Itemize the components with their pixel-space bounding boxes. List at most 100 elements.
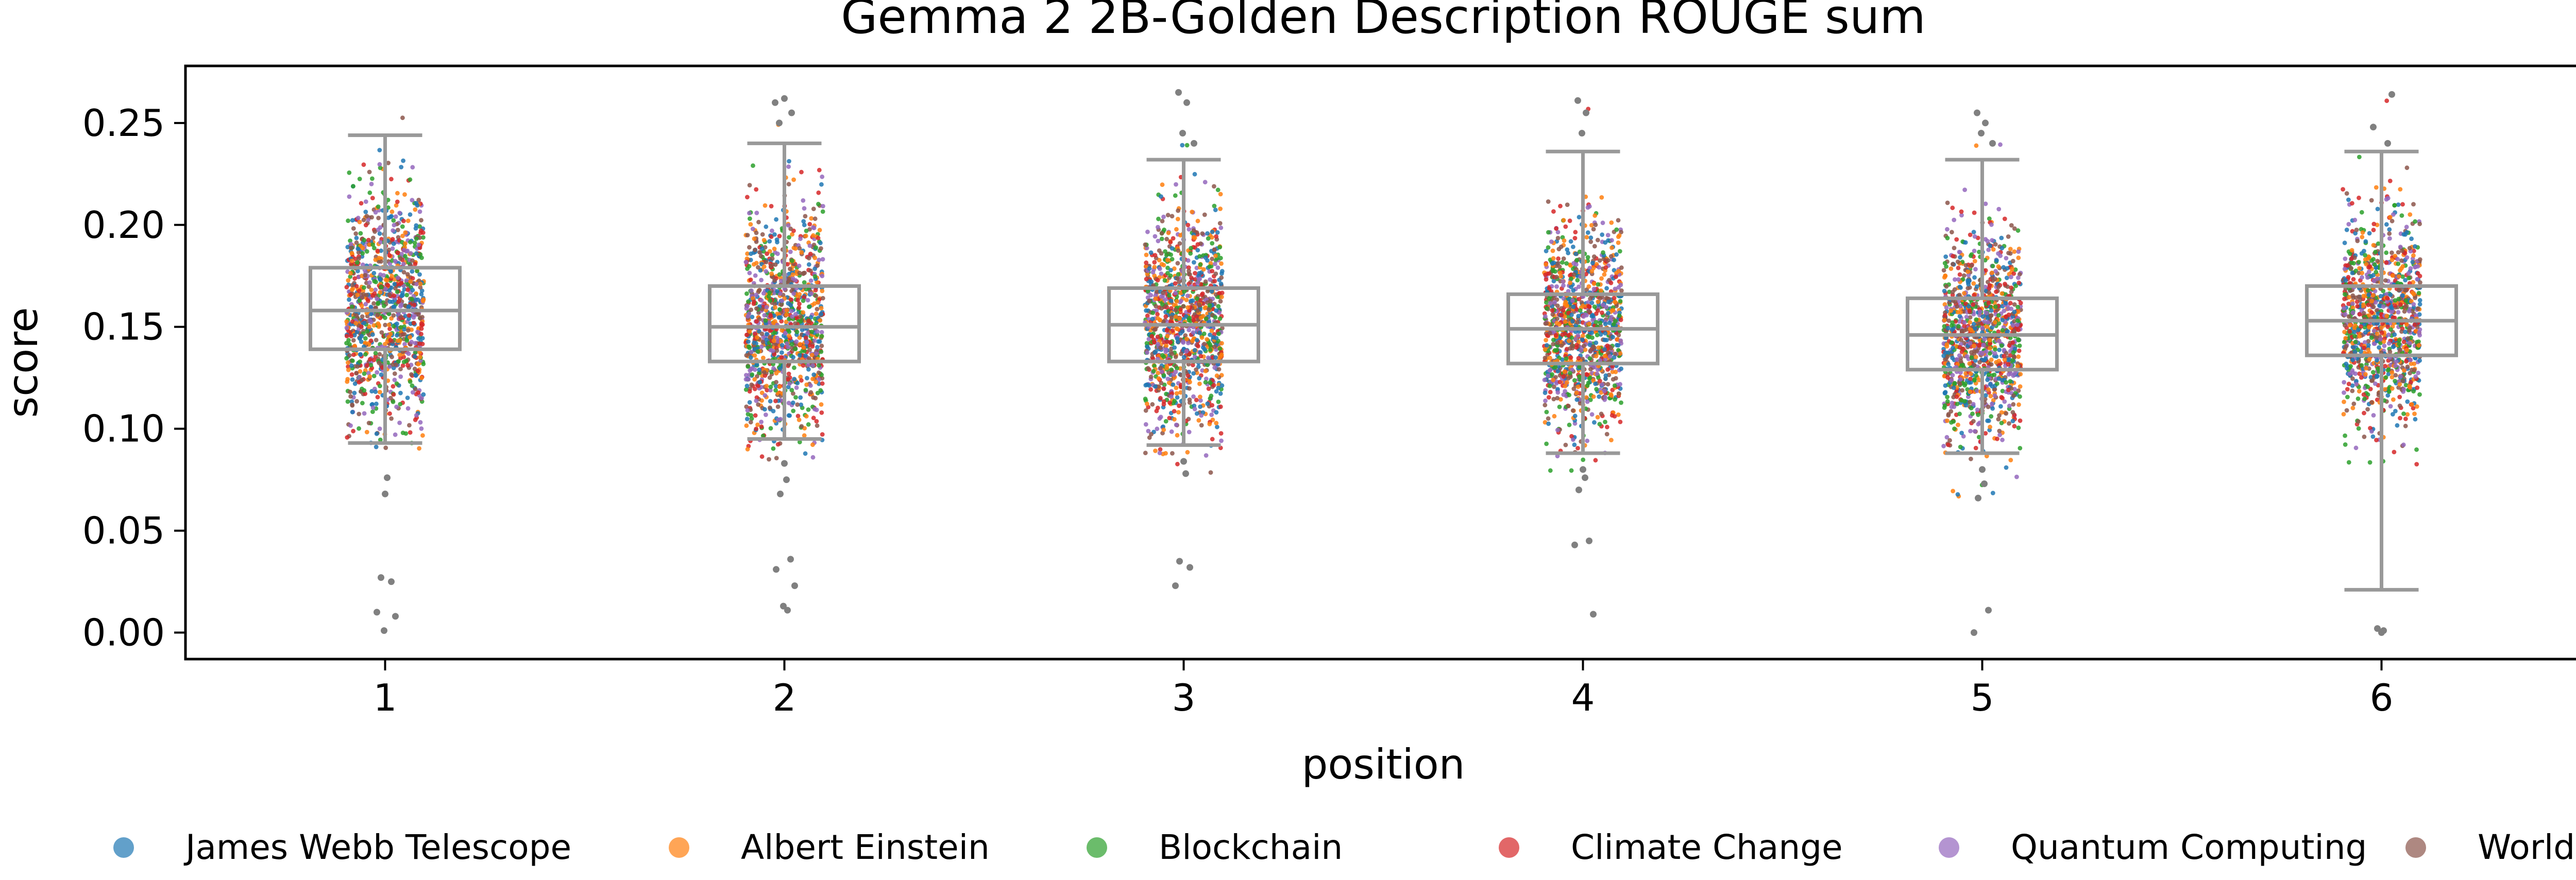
strip-point [804, 382, 809, 387]
strip-point [1967, 361, 1972, 366]
strip-point [819, 182, 824, 187]
strip-point [1209, 329, 1214, 333]
strip-point [1192, 171, 1197, 177]
strip-point [1551, 260, 1556, 265]
strip-point [408, 177, 413, 182]
strip-point [1581, 333, 1585, 338]
strip-point [383, 277, 388, 282]
strip-point [1148, 374, 1154, 379]
strip-point [379, 248, 383, 253]
strip-point [791, 291, 796, 296]
strip-point [358, 359, 363, 364]
strip-point [351, 428, 355, 434]
strip-point [349, 258, 354, 263]
strip-point [814, 379, 819, 385]
strip-point [761, 291, 766, 296]
strip-point [802, 222, 807, 228]
strip-point [748, 222, 753, 227]
strip-point [1544, 409, 1549, 415]
strip-point [1199, 335, 1205, 340]
strip-point [391, 228, 396, 233]
strip-point [370, 196, 375, 200]
strip-point [803, 451, 808, 456]
strip-point [391, 400, 396, 404]
strip-point [1990, 491, 1995, 495]
strip-point [379, 330, 384, 335]
strip-point [1163, 419, 1168, 424]
strip-point [410, 297, 414, 301]
strip-point [1955, 402, 1960, 406]
strip-point [813, 288, 818, 292]
strip-point [387, 253, 392, 258]
strip-point [1587, 321, 1592, 326]
strip-point [1194, 411, 1199, 416]
strip-point [1158, 318, 1162, 323]
strip-point [754, 319, 759, 324]
strip-point [349, 262, 353, 267]
strip-point [1210, 241, 1215, 246]
strip-point [1561, 374, 1566, 379]
strip-point [369, 215, 374, 220]
outlier-point [381, 627, 387, 634]
strip-point [363, 352, 368, 357]
strip-point [1609, 413, 1615, 418]
strip-point [748, 216, 752, 221]
strip-point [1191, 235, 1196, 239]
strip-point [752, 353, 757, 358]
strip-point [774, 371, 779, 376]
strip-point [748, 355, 753, 360]
strip-point [818, 318, 823, 323]
strip-point [418, 281, 423, 286]
strip-point [1206, 307, 1211, 312]
strip-point [388, 338, 393, 342]
strip-point [810, 455, 816, 460]
strip-point [1214, 234, 1219, 239]
outlier-point [1180, 458, 1187, 465]
strip-point [1576, 314, 1581, 319]
strip-point [762, 313, 767, 318]
strip-point [1574, 262, 1579, 267]
strip-point [1155, 312, 1160, 317]
strip-point [801, 198, 806, 203]
strip-point [364, 429, 369, 435]
strip-point [1593, 458, 1598, 463]
strip-point [355, 215, 361, 220]
strip-point [768, 426, 773, 431]
strip-point [818, 388, 823, 393]
strip-point [1605, 258, 1611, 263]
strip-point [2004, 275, 2009, 281]
strip-point [413, 226, 418, 231]
strip-point [1618, 299, 1623, 304]
strip-point [397, 211, 402, 215]
strip-point [747, 264, 752, 269]
strip-point [1577, 297, 1582, 302]
strip-point [374, 432, 379, 436]
strip-point [745, 447, 750, 452]
strip-point [1202, 180, 1208, 185]
strip-point [811, 416, 816, 421]
strip-point [1192, 348, 1197, 353]
strip-point [801, 271, 806, 275]
strip-point [1218, 431, 1224, 436]
strip-point [813, 395, 818, 401]
strip-point [1202, 212, 1207, 217]
strip-point [764, 384, 769, 388]
strip-point [1145, 401, 1149, 406]
scatter-points [344, 89, 2422, 636]
strip-point [1618, 420, 1623, 424]
strip-point [414, 251, 419, 256]
strip-point [1216, 304, 1221, 309]
strip-point [1202, 341, 1207, 347]
strip-point [387, 299, 393, 304]
strip-point [1543, 314, 1548, 319]
strip-point [794, 330, 800, 334]
strip-point [1561, 279, 1566, 284]
outlier-point [382, 490, 388, 497]
strip-point [400, 224, 405, 229]
strip-point [814, 419, 819, 424]
strip-point [1970, 411, 1975, 416]
strip-point [1564, 356, 1569, 361]
strip-point [1546, 245, 1551, 250]
strip-point [421, 235, 426, 240]
strip-point [1213, 355, 1218, 360]
